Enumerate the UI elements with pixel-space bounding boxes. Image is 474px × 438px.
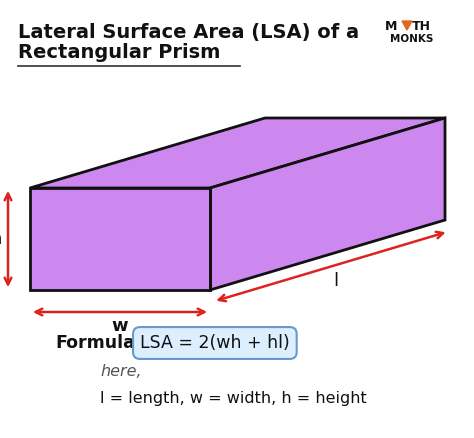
Text: Formula:: Formula: [55,334,142,352]
Text: MONKS: MONKS [390,34,433,44]
Polygon shape [30,118,445,188]
Text: TH: TH [412,20,431,33]
Polygon shape [402,21,412,30]
Polygon shape [30,188,210,290]
Text: M: M [385,20,397,33]
Text: Lateral Surface Area (LSA) of a: Lateral Surface Area (LSA) of a [18,23,359,42]
Text: LSA = 2(wh + hl): LSA = 2(wh + hl) [140,334,290,352]
Text: h: h [0,230,2,248]
Polygon shape [210,118,445,290]
Text: here,: here, [100,364,142,378]
Text: l = length, w = width, h = height: l = length, w = width, h = height [100,391,367,406]
Text: Rectangular Prism: Rectangular Prism [18,43,220,62]
Text: w: w [112,317,128,335]
Text: l: l [333,272,338,290]
